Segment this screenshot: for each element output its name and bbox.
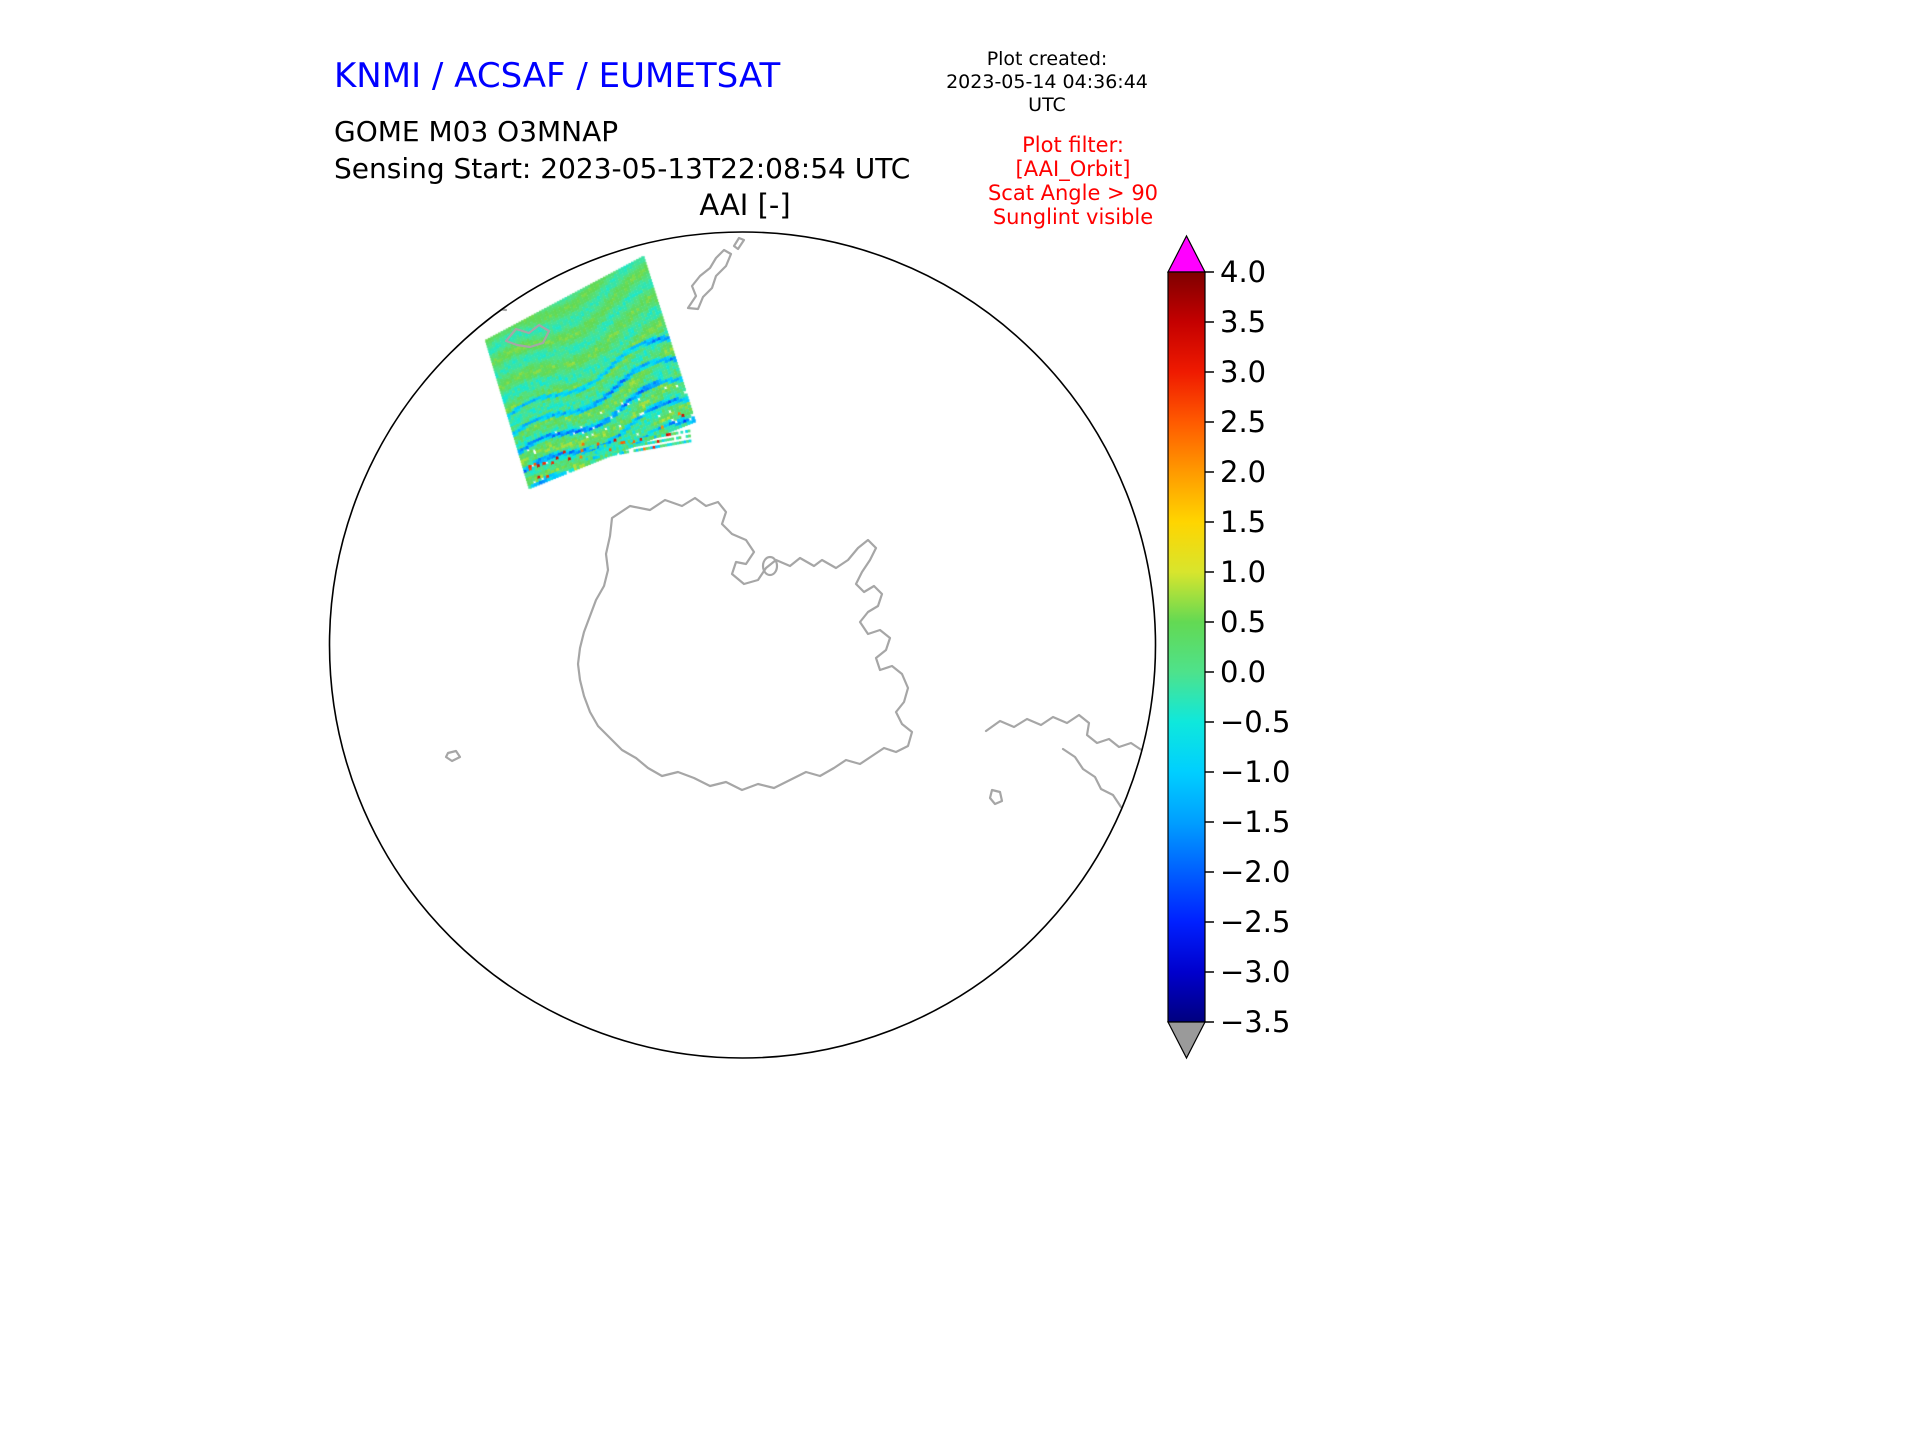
coastlines	[444, 236, 1156, 847]
plot-filter-line: [AAI_Orbit]	[1015, 157, 1131, 181]
swath-area-island	[504, 323, 551, 349]
colorbar: 4.0 3.5 3.0 2.5 2.0 1.5 1.0 0.5 0.0 −0.5 −1.0 −1.5 −…	[1167, 234, 1290, 1060]
antarctica-coastline	[576, 496, 914, 792]
right-islet	[988, 788, 1004, 806]
coastal-island	[761, 555, 779, 577]
left-islet	[444, 749, 462, 763]
colorbar-tick-label: −3.0	[1220, 955, 1290, 989]
plot-created-block: Plot created: 2023-05-14 04:36:44 UTC	[932, 48, 1162, 117]
colorbar-tick-label: 2.0	[1220, 455, 1266, 489]
colorbar-tick-label: 3.5	[1220, 305, 1266, 339]
colorbar-ticks: 4.0 3.5 3.0 2.5 2.0 1.5 1.0 0.5 0.0 −0.5 −1.0 −1.5 −…	[1205, 255, 1290, 1039]
colorbar-over-arrow	[1167, 234, 1206, 273]
plot-created-label: Plot created:	[986, 48, 1108, 70]
colorbar-under-arrow	[1167, 1021, 1206, 1060]
colorbar-tick-label: 1.5	[1220, 505, 1266, 539]
plot-title: AAI [-]	[699, 188, 791, 222]
plot-created-value: 2023-05-14 04:36:44 UTC	[946, 71, 1148, 116]
colorbar-tick-label: −3.5	[1220, 1005, 1290, 1039]
colorbar-tick-label: 2.5	[1220, 405, 1266, 439]
colorbar-gradient	[1167, 271, 1206, 1023]
colorbar-tick-label: −0.5	[1220, 705, 1290, 739]
north-islet	[732, 236, 746, 251]
org-title: KNMI / ACSAF / EUMETSAT	[334, 56, 781, 96]
plot-filter-line: Plot filter:	[1022, 133, 1124, 157]
colorbar-tick-label: 0.0	[1220, 655, 1266, 689]
plot-filter-block: Plot filter: [AAI_Orbit] Scat Angle > 90…	[963, 133, 1183, 229]
right-coastline-upper	[984, 713, 1156, 753]
colorbar-tick-label: −1.5	[1220, 805, 1290, 839]
colorbar-tick-label: 4.0	[1220, 255, 1266, 289]
product-title: GOME M03 O3MNAP	[334, 115, 619, 148]
sensing-start: Sensing Start: 2023-05-13T22:08:54 UTC	[334, 152, 911, 185]
colorbar-tick-label: −1.0	[1220, 755, 1290, 789]
plot-filter-line: Sunglint visible	[992, 205, 1154, 229]
colorbar-tick-label: −2.5	[1220, 905, 1290, 939]
colorbar-tick-label: 0.5	[1220, 605, 1266, 639]
plot-filter-line: Scat Angle > 90	[987, 181, 1159, 205]
plot-boundary-circle	[328, 231, 1157, 1059]
right-coastline-lower	[1061, 747, 1156, 847]
colorbar-tick-label: 1.0	[1220, 555, 1266, 589]
north-island-coastline	[686, 248, 733, 311]
colorbar-tick-label: 3.0	[1220, 355, 1266, 389]
colorbar-tick-label: −2.0	[1220, 855, 1290, 889]
